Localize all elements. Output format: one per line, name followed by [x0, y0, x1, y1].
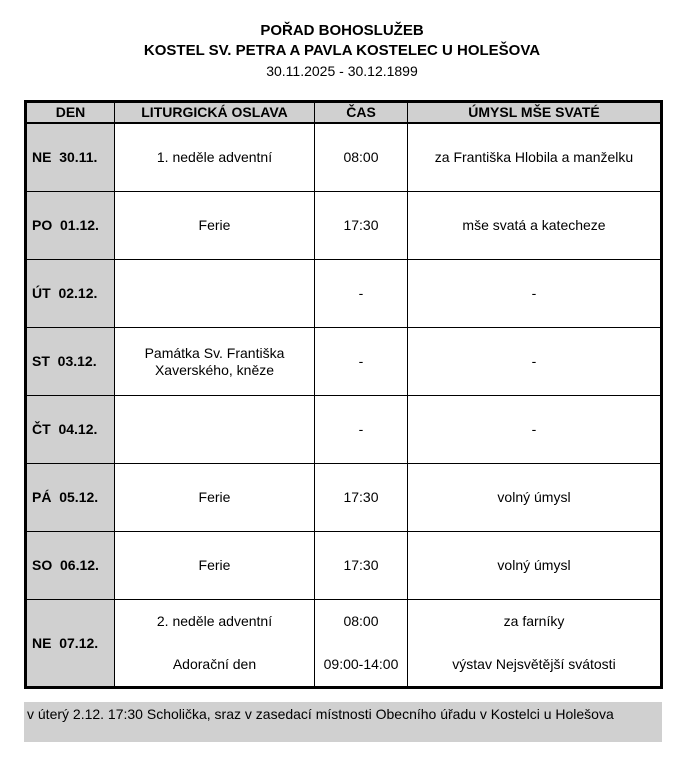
schedule-table: DEN LITURGICKÁ OSLAVA ČAS ÚMYSL MŠE SVAT…	[24, 100, 663, 689]
liturgy-cell-line: Ferie	[198, 557, 231, 573]
time-cell-line: 17:30	[343, 217, 379, 233]
liturgy-cell-line: Ferie	[198, 489, 231, 505]
day-cell: PO 01.12.	[25, 191, 115, 260]
liturgy-cell	[114, 259, 315, 328]
time-cell-line: -	[358, 285, 364, 301]
table-row: NE 30.11. 1. neděle adventní 08:00 za Frant…	[25, 122, 662, 192]
time-cell: 08:00	[314, 122, 408, 192]
liturgy-cell: 1. neděle adventní	[114, 122, 315, 192]
liturgy-cell: Ferie	[114, 191, 315, 260]
intention-cell-line: volný úmysl	[497, 489, 571, 505]
intention-cell: za Františka Hlobila a manželku	[407, 122, 662, 192]
day-cell: ČT 04.12.	[25, 395, 115, 464]
church-name: KOSTEL SV. PETRA A PAVLA KOSTELEC U HOLE…	[143, 42, 541, 59]
page-title: POŘAD BOHOSLUŽEB	[260, 22, 424, 39]
intention-cell-line: za Františka Hlobila a manželku	[434, 149, 634, 165]
liturgy-cell-line: Xaverského, kněze	[154, 361, 275, 378]
liturgy-cell	[114, 395, 315, 464]
column-header-intention: ÚMYSL MŠE SVATÉ	[407, 101, 662, 124]
liturgy-cell-line: 1. neděle adventní	[156, 149, 273, 165]
announcement-note: v úterý 2.12. 17:30 Scholička, sraz v za…	[24, 702, 662, 742]
time-cell: 17:30	[314, 191, 408, 260]
column-header-day: DEN	[25, 101, 115, 124]
time-cell: 17:30	[314, 531, 408, 600]
time-cell: 08:00 09:00-14:00	[314, 599, 408, 688]
liturgy-cell: 2. neděle adventní Adorační den	[114, 599, 315, 688]
time-cell-line: 08:00	[343, 149, 379, 165]
date-range: 30.11.2025 - 30.12.1899	[266, 63, 418, 79]
liturgy-cell-line: Památka Sv. Františka	[144, 344, 285, 361]
column-header-liturgy: LITURGICKÁ OSLAVA	[114, 101, 315, 124]
time-cell-line: 17:30	[343, 489, 379, 505]
intention-cell: za farníky výstav Nejsvětější svátosti	[407, 599, 662, 688]
day-cell: ÚT 02.12.	[25, 259, 115, 328]
day-cell: NE 30.11.	[25, 122, 115, 192]
table-row: NE 07.12. 2. neděle adventní Adorační den 0…	[25, 599, 662, 688]
liturgy-cell: Památka Sv. Františka Xaverského, kněze	[114, 327, 315, 396]
intention-cell-line: volný úmysl	[497, 557, 571, 573]
intention-cell-line: -	[531, 353, 537, 369]
time-cell-line: -	[358, 421, 364, 437]
day-cell: ST 03.12.	[25, 327, 115, 396]
table-header-row: DEN LITURGICKÁ OSLAVA ČAS ÚMYSL MŠE SVAT…	[25, 101, 662, 124]
day-cell: SO 06.12.	[25, 531, 115, 600]
time-cell: -	[314, 395, 408, 464]
intention-cell-line: mše svatá a katecheze	[462, 217, 606, 233]
time-cell-line: -	[358, 353, 364, 369]
intention-cell: -	[407, 327, 662, 396]
intention-cell: volný úmysl	[407, 531, 662, 600]
time-cell: -	[314, 327, 408, 396]
liturgy-cell: Ferie	[114, 463, 315, 532]
intention-cell: -	[407, 395, 662, 464]
table-row: ST 03.12. Památka Sv. Františka Xaverského…	[25, 327, 662, 396]
intention-cell: volný úmysl	[407, 463, 662, 532]
time-cell-line: 08:00	[343, 613, 379, 629]
table-row: PO 01.12. Ferie 17:30 mše svatá a katecheze	[25, 191, 662, 260]
table-row: PÁ 05.12. Ferie 17:30 volný úmysl	[25, 463, 662, 532]
time-cell-line: 09:00-14:00	[323, 656, 399, 672]
liturgy-cell: Ferie	[114, 531, 315, 600]
intention-cell-line: výstav Nejsvětější svátosti	[452, 656, 616, 672]
time-cell: -	[314, 259, 408, 328]
liturgy-cell-line: Ferie	[198, 217, 231, 233]
day-cell: NE 07.12.	[25, 599, 115, 688]
table-row: ČT 04.12. - -	[25, 395, 662, 464]
table-row: SO 06.12. Ferie 17:30 volný úmysl	[25, 531, 662, 600]
intention-cell: -	[407, 259, 662, 328]
table-row: ÚT 02.12. - -	[25, 259, 662, 328]
liturgy-cell-line: Adorační den	[172, 656, 257, 672]
time-cell-line: 17:30	[343, 557, 379, 573]
intention-cell-line: za farníky	[503, 613, 565, 629]
liturgy-cell-line: 2. neděle adventní	[156, 613, 273, 629]
time-cell: 17:30	[314, 463, 408, 532]
column-header-time: ČAS	[314, 101, 408, 124]
day-cell: PÁ 05.12.	[25, 463, 115, 532]
intention-cell-line: -	[531, 285, 537, 301]
intention-cell-line: -	[531, 421, 537, 437]
intention-cell: mše svatá a katecheze	[407, 191, 662, 260]
